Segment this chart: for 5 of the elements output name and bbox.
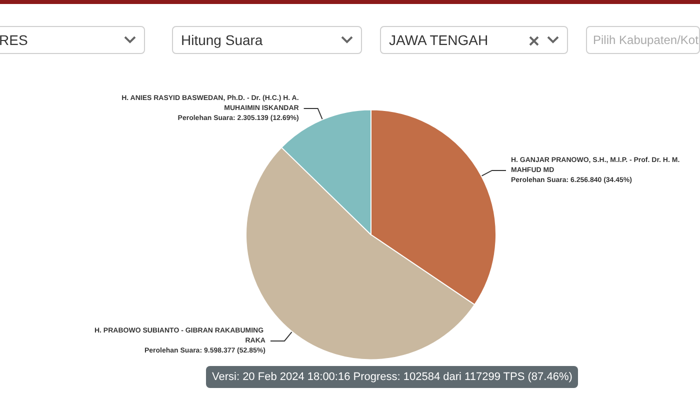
text: Versi: 20 Feb 2024 18:00:16 Progress: 102584 dari 117299 TPS (87.46%)	[206, 366, 578, 388]
text: Hitung Suara	[181, 32, 263, 48]
text: JAWA TENGAH	[389, 32, 488, 48]
text: RES	[0, 32, 28, 48]
text: Pilih Kabupaten/Kot	[593, 33, 698, 47]
